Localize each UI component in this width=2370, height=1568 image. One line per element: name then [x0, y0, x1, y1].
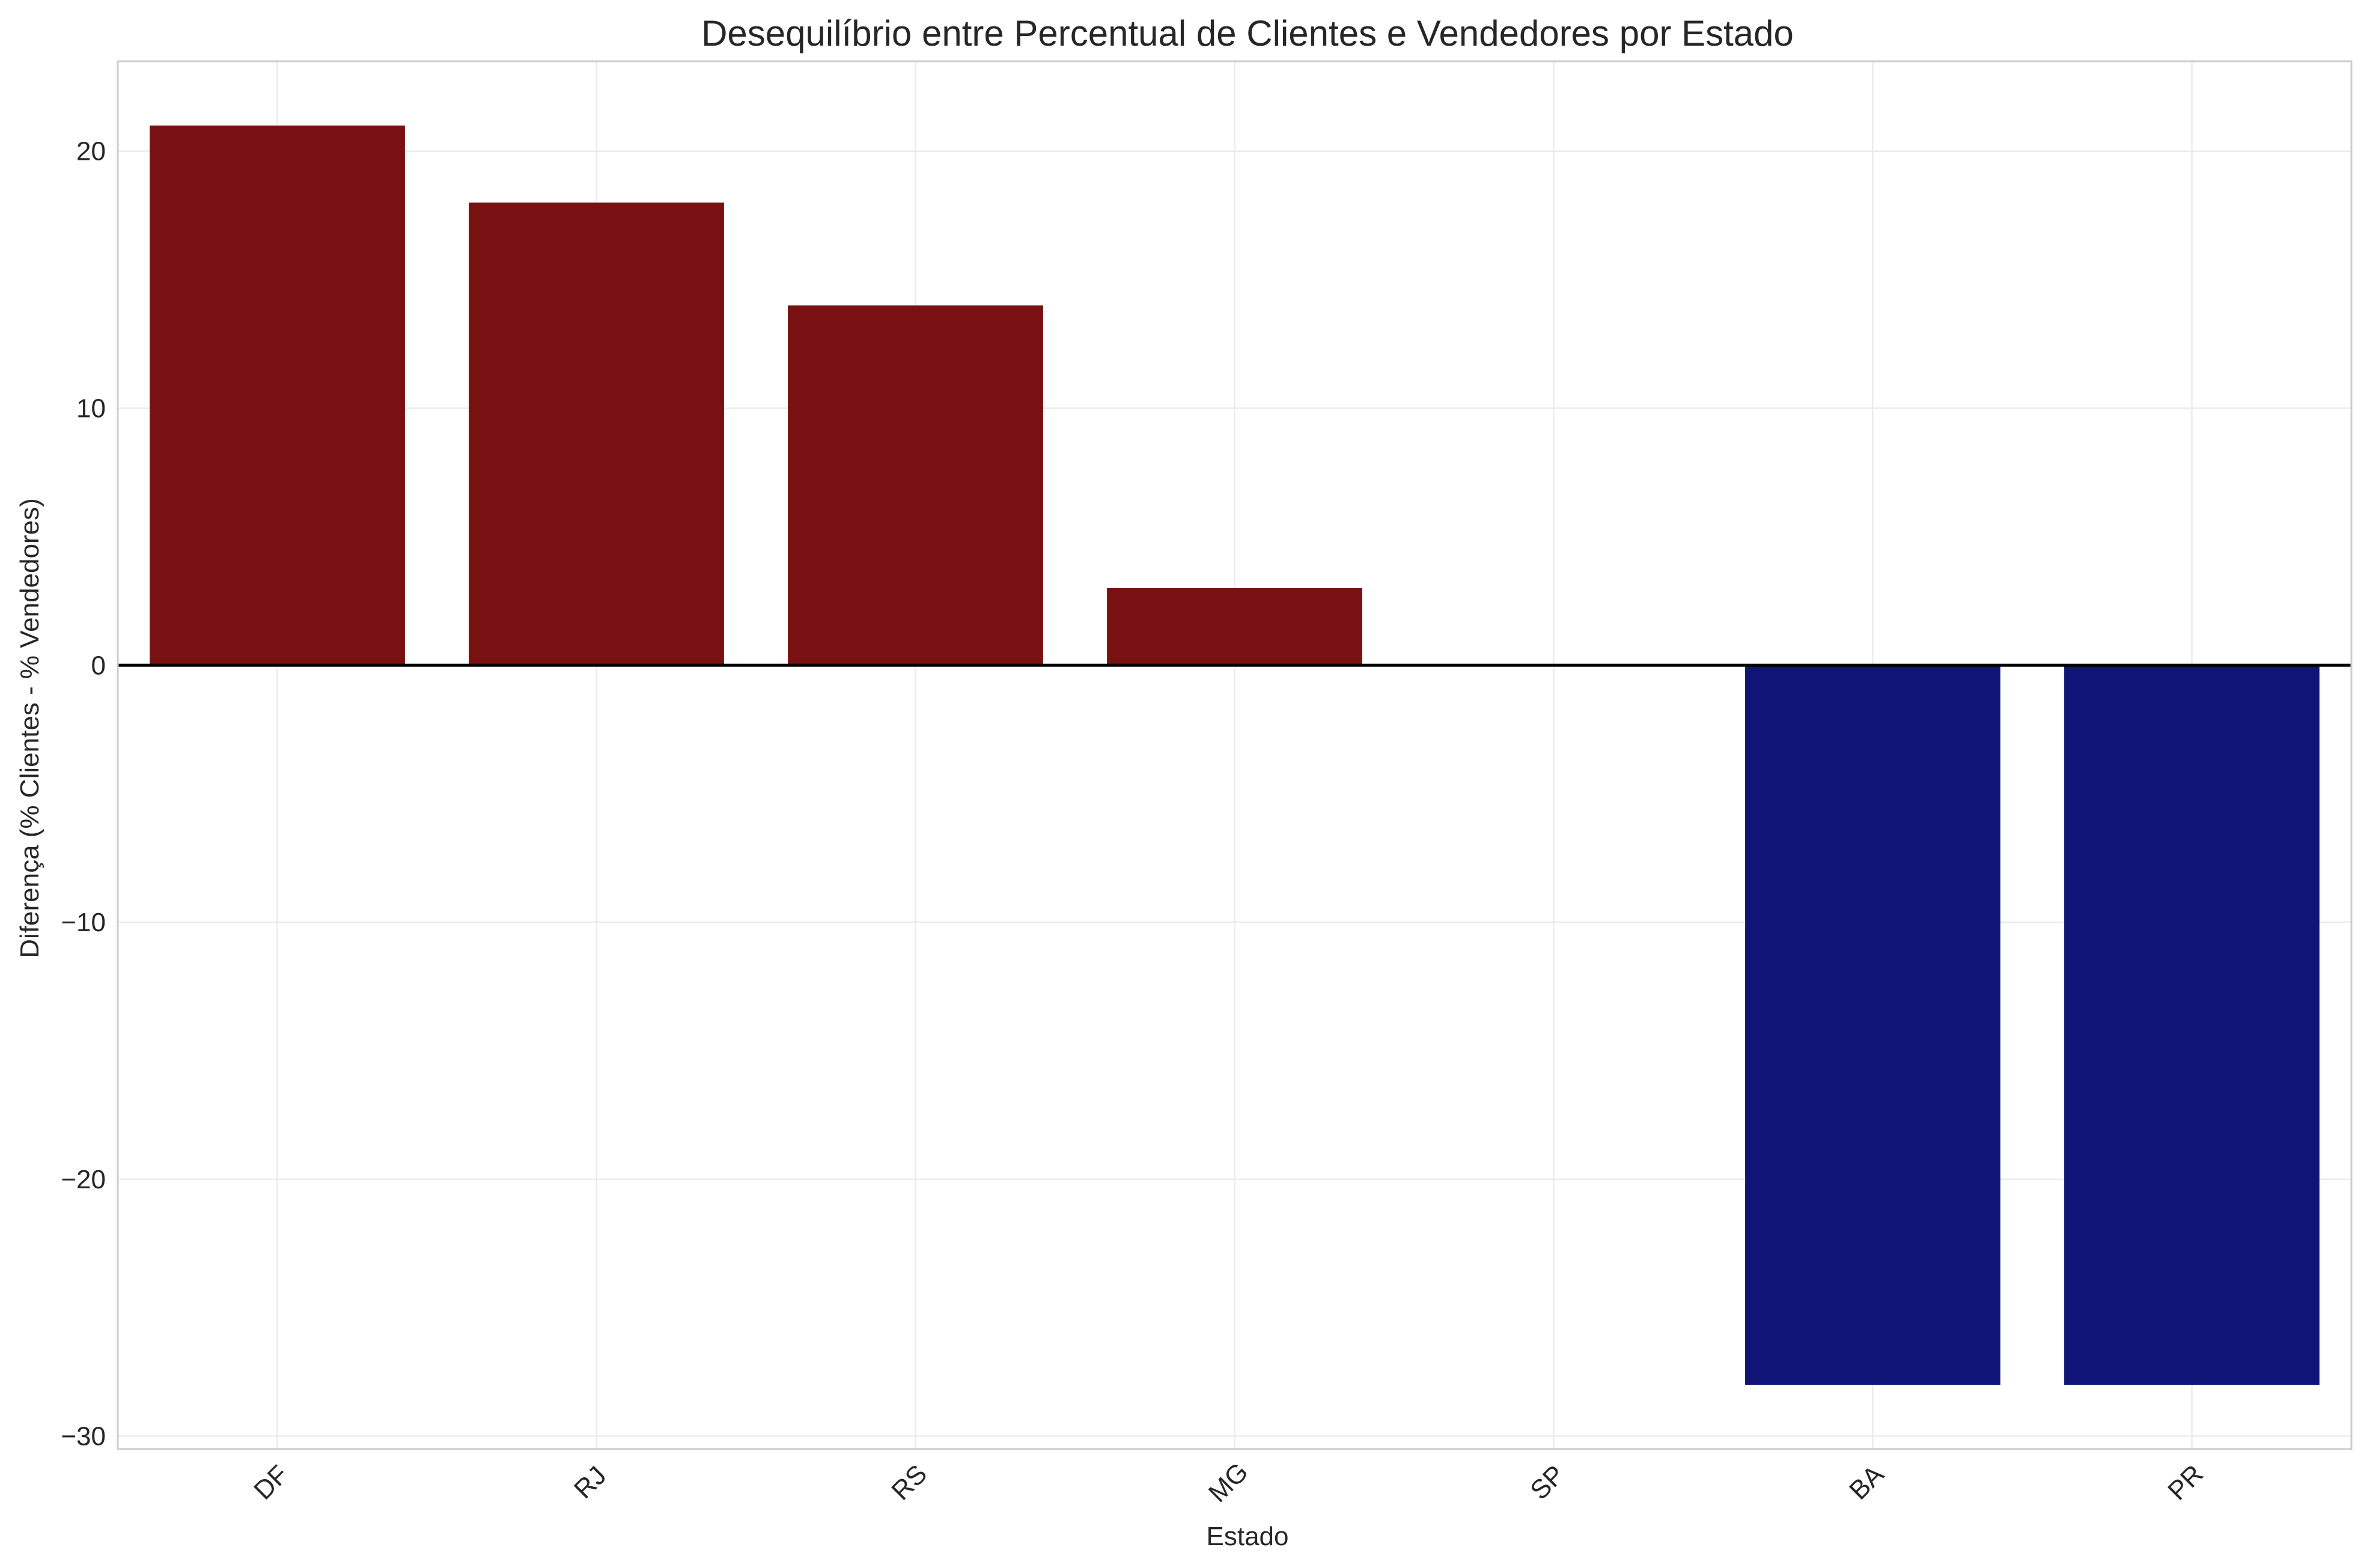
chart-title: Desequilíbrio entre Percentual de Client…: [701, 13, 1794, 53]
y-tick-label: 10: [76, 394, 106, 424]
x-tick-label-mg: MG: [1203, 1457, 1254, 1508]
x-tick-label-pr: PR: [2162, 1459, 2209, 1506]
x-tick-label-rj: RJ: [568, 1460, 612, 1504]
plot-frame: [117, 60, 2353, 1450]
y-tick-label: −10: [61, 908, 106, 937]
bar-pr: [2064, 665, 2320, 1385]
y-tick-label: 20: [76, 137, 106, 166]
bar-df: [150, 125, 405, 666]
y-axis-label: Diferença (% Clientes - % Vendedores): [15, 498, 44, 958]
x-tick-label-rs: RS: [886, 1459, 933, 1506]
y-tick-label: −30: [61, 1422, 106, 1451]
x-axis-label: Estado: [1207, 1522, 1289, 1551]
y-axis-ticks: −30 −20 −10 0 10 20: [61, 137, 106, 1451]
x-tick-label-ba: BA: [1844, 1459, 1890, 1506]
y-tick-label: −20: [61, 1165, 106, 1194]
x-axis-ticks: DF RJ RS MG SP BA PR: [248, 1457, 2209, 1508]
bar-ba: [1745, 665, 2000, 1385]
x-tick-label-df: DF: [248, 1460, 294, 1506]
bar-rj: [469, 202, 724, 666]
grid: [118, 61, 2351, 1449]
bars: [150, 125, 2320, 1385]
bar-mg: [1107, 588, 1362, 666]
x-tick-label-sp: SP: [1525, 1460, 1570, 1506]
y-tick-label: 0: [91, 651, 106, 680]
bar-rs: [788, 305, 1043, 666]
